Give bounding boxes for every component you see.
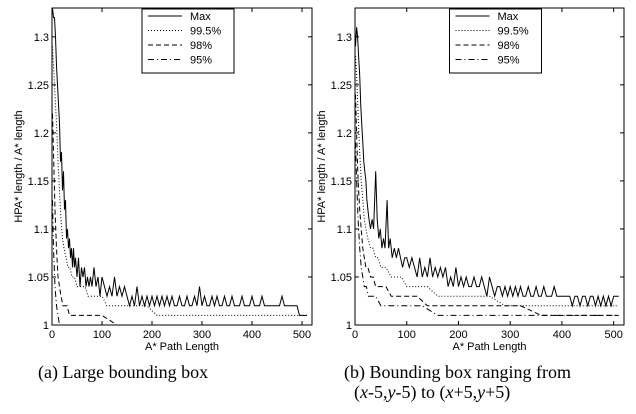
- y-tick-label: 1.1: [337, 224, 352, 236]
- y-tick-label: 1.2: [34, 128, 49, 140]
- series-line-98pct: [52, 113, 307, 325]
- y-tick-label: 1.05: [28, 272, 49, 284]
- caption-b-part: -5,: [368, 382, 388, 402]
- legend-label: Max: [190, 11, 211, 23]
- y-tick-label: 1: [346, 320, 352, 332]
- legend-label: 95%: [498, 55, 520, 67]
- caption-b-part: x: [360, 382, 368, 402]
- series-line-98pct: [355, 94, 619, 316]
- x-tick-label: 100: [93, 329, 111, 341]
- legend-label: 99.5%: [190, 26, 221, 38]
- y-tick-label: 1.3: [34, 32, 49, 44]
- y-tick-label: 1.2: [337, 128, 352, 140]
- legend-label: 95%: [190, 55, 212, 67]
- y-axis-label: HPA* length / A* length: [316, 110, 328, 222]
- x-tick-label: 300: [193, 329, 211, 341]
- y-tick-label: 1.25: [28, 80, 49, 92]
- legend-label: 99.5%: [498, 26, 529, 38]
- caption-b: (b) Bounding box ranging from (x-5,y-5) …: [344, 362, 571, 402]
- x-tick-label: 400: [243, 329, 261, 341]
- caption-b-part: y: [477, 382, 486, 402]
- y-tick-label: 1.15: [28, 176, 49, 188]
- caption-b-part: (: [354, 382, 360, 402]
- series-line-95pct: [355, 142, 619, 316]
- y-tick-label: 1.25: [331, 80, 352, 92]
- y-tick-label: 1.3: [337, 32, 352, 44]
- legend-label: Max: [498, 11, 519, 23]
- caption-a: (a) Large bounding box: [38, 362, 209, 382]
- x-tick-label: 100: [398, 329, 416, 341]
- chart-panel-0: 0 100 200 300 400 500 1 1.05 1.1 1.15 1.2 1.25 1.3 A*…: [13, 7, 313, 353]
- legend-label: 98%: [190, 40, 212, 52]
- legend-box: [449, 8, 542, 74]
- legend-label: 98%: [498, 40, 520, 52]
- y-tick-label: 1.1: [34, 224, 49, 236]
- chart-panel-1: 0 100 200 300 400 500 1 1.05 1.1 1.15 1.2 1.25 1.3 A*…: [316, 7, 625, 353]
- x-tick-label: 0: [49, 329, 55, 341]
- x-axis-label: A* Path Length: [452, 341, 526, 353]
- caption-b-part: -5) to (: [395, 382, 446, 402]
- x-tick-label: 200: [449, 329, 467, 341]
- x-tick-label: 200: [143, 329, 161, 341]
- x-tick-label: 0: [352, 329, 358, 341]
- x-axis-label: A* Path Length: [145, 341, 219, 353]
- x-tick-label: 500: [604, 329, 622, 341]
- series-line-max: [355, 27, 619, 308]
- legend-box: [141, 8, 235, 74]
- caption-b-line2: (x-5,y-5) to (x+5,y+5): [344, 382, 571, 402]
- caption-b-part: +5): [485, 382, 511, 402]
- x-tick-label: 400: [553, 329, 571, 341]
- y-axis-label: HPA* length / A* length: [13, 110, 25, 222]
- caption-b-line1: (b) Bounding box ranging from: [344, 362, 571, 382]
- y-tick-label: 1.05: [331, 272, 352, 284]
- x-tick-label: 300: [501, 329, 519, 341]
- series-line-99-5pct: [355, 55, 619, 307]
- caption-b-part: x: [445, 382, 454, 402]
- x-tick-label: 500: [293, 329, 311, 341]
- y-tick-label: 1.15: [331, 176, 352, 188]
- caption-b-part: +5,: [453, 382, 478, 402]
- y-tick-label: 1: [43, 320, 49, 332]
- caption-b-part: y: [387, 382, 396, 402]
- series-line-max: [52, 8, 307, 316]
